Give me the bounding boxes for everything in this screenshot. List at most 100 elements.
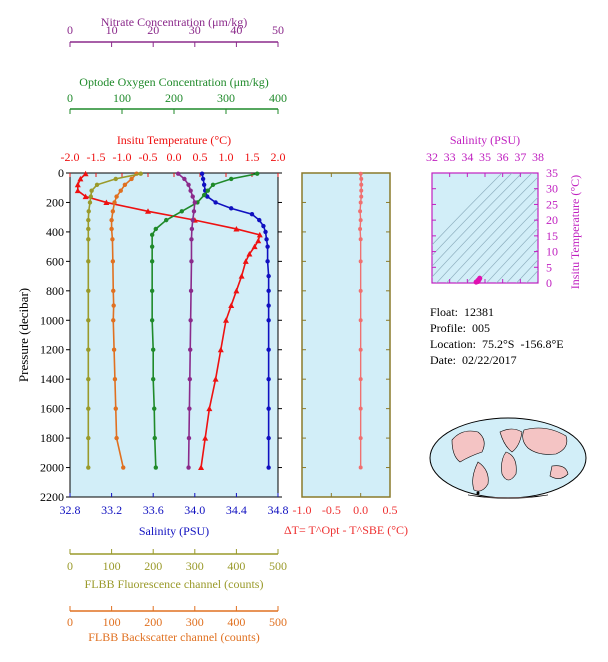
salinity-data-point [265,259,270,264]
delta-t-data-point [359,182,364,187]
nitrate-data-point [190,217,195,223]
oxygen-data-point [205,188,210,193]
backscatter-data-point [129,176,134,182]
salinity-tick-label: 34.0 [184,503,205,517]
temperature-data-point [246,251,253,257]
pressure-tick-label: 2200 [40,490,64,504]
delta-t-data-point [359,194,364,199]
oxygen-data-point [149,232,155,238]
ts-temp-tick-label: 0 [546,276,552,290]
delta-t-data-point [358,318,363,323]
salinity-axis-label: Salinity (PSU) [139,524,209,538]
temperature-data-point [242,258,249,264]
pressure-tick-label: 1200 [40,343,64,357]
world-map-land [451,430,485,463]
backscatter-tick-label: 400 [227,615,245,629]
salinity-data-point [264,237,269,242]
delta-t-data-point [358,171,363,176]
backscatter-data-point [121,465,126,470]
delta-t-data-point [359,176,364,181]
fluorescence-data-point [86,435,91,441]
salinity-data-point [266,376,271,382]
ts-density-contour [486,227,538,283]
delta-t-data-point [358,226,363,231]
backscatter-data-point [111,318,116,323]
temperature-data-point [82,170,89,177]
salinity-data-point [266,435,271,441]
backscatter-data-point [113,406,118,411]
nitrate-data-point [188,318,193,323]
ts-salinity-tick-label: 34 [461,150,473,164]
ts-density-contours [432,173,538,283]
world-map-land [501,451,517,481]
temperature-data-point [82,193,89,200]
ts-temp-tick-label: 25 [546,197,558,211]
fluorescence-data-point [86,237,91,242]
oxygen-data-point [255,171,260,176]
temperature-data-point [251,243,258,250]
temperature-data-point [256,231,263,238]
temperature-tick-label: 0.5 [193,150,208,164]
temperature-tick-label: -2.0 [61,150,80,164]
ts-temp-tick-label: 35 [546,166,558,180]
delta-t-tick-label: -1.0 [293,503,312,517]
nitrate-data-point [186,435,192,441]
temperature-data-point [77,175,84,182]
salinity-data-point [265,244,270,249]
oxygen-tick-label: 200 [165,91,183,105]
pressure-tick-label: 800 [46,284,64,298]
pressure-tick-label: 1800 [40,431,64,445]
fluorescence-data-point [86,259,91,264]
delta-t-data-point [358,288,363,293]
oxygen-data-point [153,226,158,232]
nitrate-data-point [188,288,194,294]
nitrate-data-point [189,259,194,264]
delta-t-data-point [358,209,363,214]
delta-t-data-point [358,406,363,411]
oxygen-data-point [149,244,155,249]
ts-density-contour [476,217,538,283]
float-info: Float: 12381 Profile: 005 Location: 75.2… [430,304,564,368]
oxygen-data-point [149,318,155,323]
nitrate-data-point [191,209,197,214]
pressure-tick-label: 1400 [40,372,64,386]
backscatter-data-point [110,209,116,214]
world-map-land [499,428,523,453]
pressure-tick-label: 600 [46,254,64,268]
temperature-tick-label: 1.0 [219,150,234,164]
fluorescence-tick-label: 500 [269,559,287,573]
nitrate-data-point [188,347,193,352]
fluorescence-tick-label: 200 [144,559,162,573]
backscatter-data-point [114,435,119,441]
ts-density-contour [466,206,538,283]
temperature-data-point [202,435,209,441]
ts-salinity-axis-label: Salinity (PSU) [450,133,520,147]
nitrate-tick-label: 40 [230,23,242,37]
temperature-data-point [103,199,110,205]
fluorescence-data-point [86,209,91,214]
ts-temp-tick-label: 5 [546,260,552,274]
ts-density-contour [516,259,538,283]
temperature-data-point [233,287,240,294]
ts-data-point [473,279,479,285]
fluorescence-data-point [89,188,94,193]
float-location-marker [476,491,480,495]
oxygen-data-point [151,347,156,352]
ts-density-contour [506,248,538,283]
nitrate-data-point [175,171,181,176]
delta-t-axis-label: ΔT= T^Opt - T^SBE (°C) [284,523,408,537]
backscatter-data-point [109,217,114,223]
ts-density-contour [432,173,503,246]
pressure-axis-label: Pressure (decibar) [16,288,31,382]
ts-salinity-tick-label: 32 [426,150,438,164]
pressure-tick-label: 2000 [40,461,64,475]
ts-density-contour [436,176,538,283]
ts-plot-area [431,172,539,284]
pressure-tick-label: 1000 [40,313,64,327]
nitrate-data-point [186,182,191,187]
backscatter-data-point [111,347,117,352]
salinity-data-point [266,273,271,279]
fluorescence-data-point [94,182,100,187]
date: Date: 02/22/2017 [430,353,517,367]
